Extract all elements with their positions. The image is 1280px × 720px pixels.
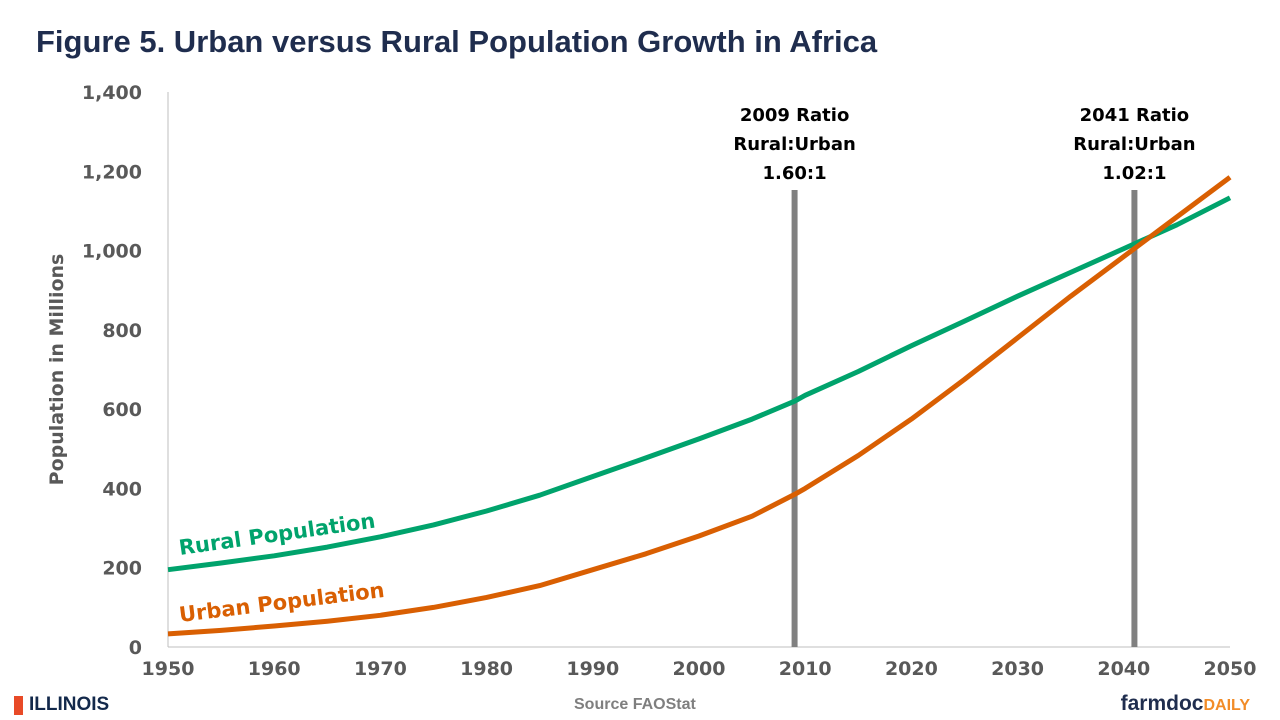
annotation-text: 1.60:1 (763, 163, 827, 184)
x-tick-label: 1980 (460, 658, 513, 680)
y-tick-label: 1,400 (82, 82, 142, 104)
annotation-text: Rural:Urban (733, 134, 855, 155)
illinois-logo-text: ILLINOIS (29, 694, 110, 715)
y-tick-label: 200 (102, 558, 142, 580)
source-note: Source FAOStat (574, 696, 696, 713)
annotation-text: 1.02:1 (1102, 163, 1166, 184)
x-tick-label: 2050 (1204, 658, 1257, 680)
annotation-text: 2009 Ratio (740, 105, 850, 126)
annotation-text: 2041 Ratio (1080, 105, 1190, 126)
x-tick-label: 1990 (566, 658, 619, 680)
series-line-urban-population (167, 175, 1232, 637)
x-tick-label: 1960 (248, 658, 301, 680)
x-tick-label: 1970 (354, 658, 407, 680)
illinois-i-icon (14, 695, 23, 715)
chart-title: Figure 5. Urban versus Rural Population … (36, 24, 878, 59)
y-axis-label: Population in Millions (46, 254, 68, 486)
x-tick-label: 1950 (142, 658, 195, 680)
illinois-logo: ILLINOIS (14, 694, 109, 716)
y-tick-label: 400 (102, 478, 142, 500)
series-line-rural-population (167, 195, 1232, 573)
y-tick-label: 1,200 (82, 161, 142, 183)
x-tick-label: 2000 (673, 658, 726, 680)
daily-logo-text: DAILY (1203, 697, 1250, 714)
y-tick-label: 1,000 (82, 241, 142, 263)
y-tick-label: 600 (102, 399, 142, 421)
farmdoc-logo-text: farmdoc (1120, 692, 1204, 715)
x-tick-label: 2010 (779, 658, 832, 680)
y-tick-label: 0 (129, 637, 142, 659)
y-tick-label: 800 (102, 320, 142, 342)
x-tick-label: 2020 (885, 658, 938, 680)
annotation-text: Rural:Urban (1073, 134, 1195, 155)
x-tick-label: 2030 (991, 658, 1044, 680)
series-label: Rural Population (177, 509, 376, 560)
x-tick-label: 2040 (1097, 658, 1150, 680)
farmdoc-daily-logo: farmdocDAILY (1121, 692, 1250, 716)
